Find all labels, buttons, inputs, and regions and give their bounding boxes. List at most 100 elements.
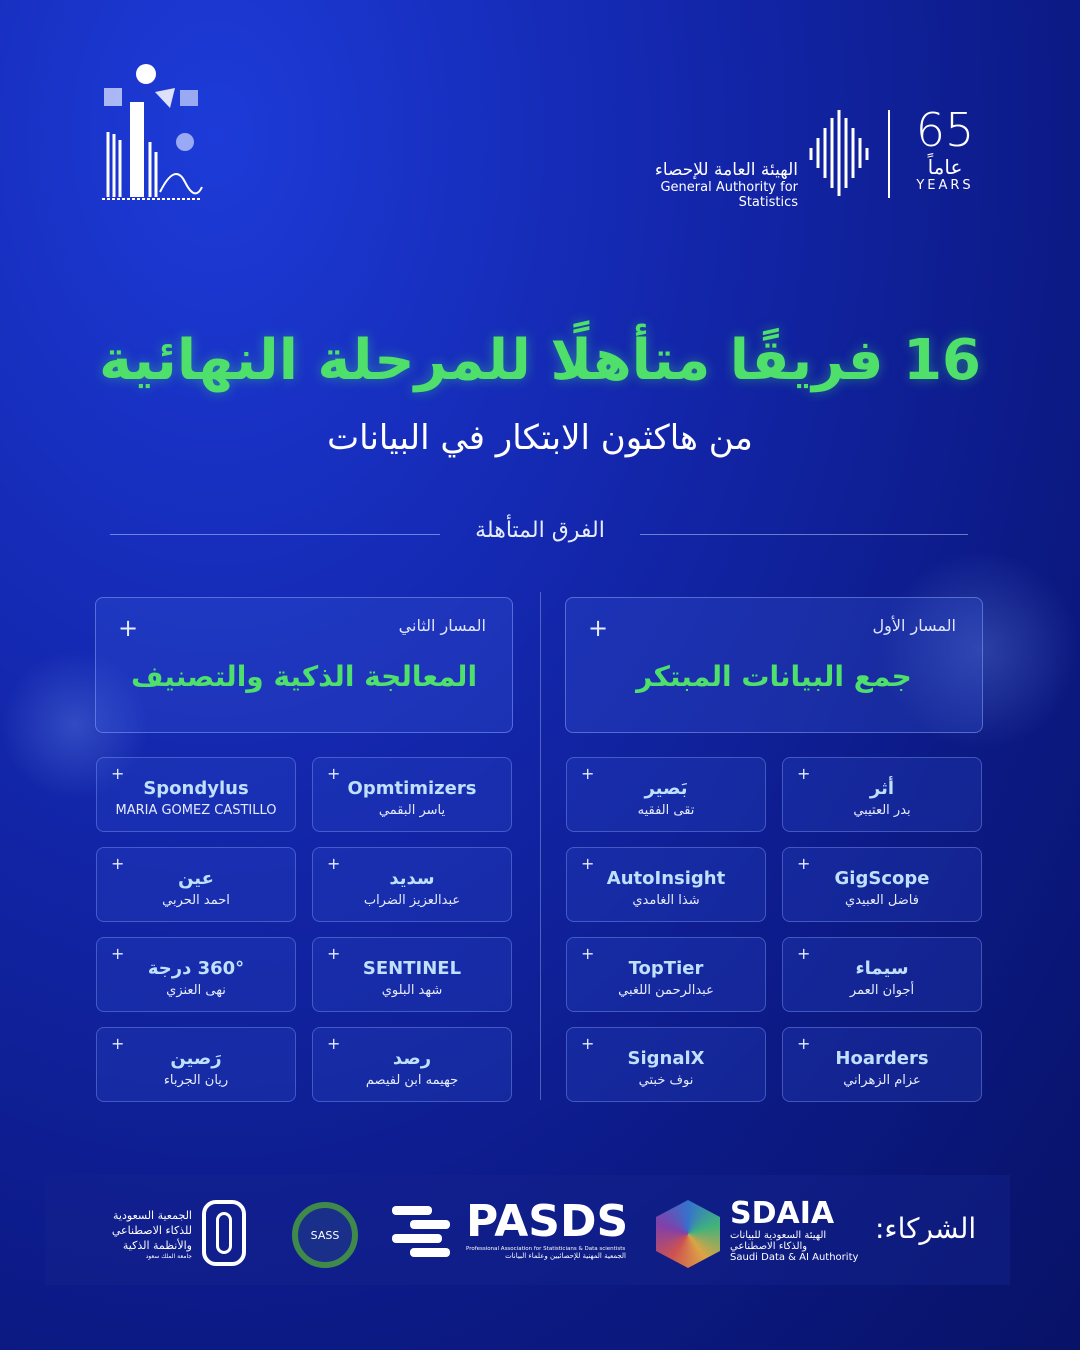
team-card: + عين احمد الحربي — [96, 847, 296, 922]
team-name: SignalX — [627, 1048, 705, 1069]
team-member: شذا الغامدي — [632, 893, 700, 908]
team-member: نوف خبتي — [638, 1073, 694, 1088]
team-member: جهيمه ابن لفيصم — [365, 1073, 459, 1088]
page-title: 16 فريقًا متأهلًا للمرحلة النهائية — [98, 328, 982, 393]
sass-logo: SASS — [292, 1202, 358, 1268]
team-member: ياسر البقمي — [378, 803, 446, 818]
team-name: SENTINEL — [362, 958, 462, 979]
team-card: + GigScope فاضل العبيدي — [782, 847, 982, 922]
team-card: + بَصير تقى الفقيه — [566, 757, 766, 832]
team-member: فاضل العبيدي — [845, 893, 919, 908]
team-name: Opmtimizers — [347, 778, 477, 799]
team-card: + TopTier عبدالرحمن اللغبي — [566, 937, 766, 1012]
header-divider — [888, 110, 890, 198]
plus-icon: + — [581, 854, 595, 873]
decorative-glow — [0, 650, 150, 800]
team-card: + AutoInsight شذا الغامدي — [566, 847, 766, 922]
anniversary-en: YEARS — [916, 178, 974, 193]
team-name: سديد — [389, 868, 435, 889]
team-name: سيماء — [855, 958, 909, 979]
divider-right — [640, 534, 968, 535]
gas-name-en: General Authority for Statistics — [660, 180, 798, 210]
team-card: + Opmtimizers ياسر البقمي — [312, 757, 512, 832]
sdaia-en: Saudi Data & AI Authority — [730, 1252, 859, 1263]
gas-logo-text: الهيئة العامة للإحصاء General Authority … — [600, 160, 798, 210]
team-card: + سديد عبدالعزيز الضراب — [312, 847, 512, 922]
team-member: تقى الفقيه — [637, 803, 695, 818]
plus-icon: + — [111, 764, 125, 783]
track-1-teams: + أثر بدر العتيبي + بَصير تقى الفقيه + Gig… — [566, 757, 982, 1102]
pasds-logo-icon — [392, 1206, 450, 1257]
team-card: + SENTINEL شهد البلوي — [312, 937, 512, 1012]
track-name: المعالجة الذكية والتصنيف — [130, 660, 478, 693]
gas-name-ar: الهيئة العامة للإحصاء — [654, 160, 798, 180]
page-subtitle: من هاكثون الابتكار في البيانات — [327, 418, 753, 458]
team-card: + رَصين ريان الجرباء — [96, 1027, 296, 1102]
track-2-panel: المسار الثاني + المعالجة الذكية والتصنيف — [95, 597, 513, 733]
team-name: AutoInsight — [606, 868, 726, 889]
sdaia-logo-icon — [656, 1200, 720, 1268]
team-member: ريان الجرباء — [163, 1073, 229, 1088]
team-name: عين — [178, 868, 214, 889]
pasds-ar: الجمعية المهنية للإحصائيين وعلماء البيان… — [505, 1252, 626, 1260]
team-member: عزام الزهراني — [843, 1073, 921, 1088]
track-2-teams: + Opmtimizers ياسر البقمي + Spondylus MAR… — [96, 757, 512, 1102]
plus-icon: + — [797, 854, 811, 873]
team-name: GigScope — [834, 868, 930, 889]
plus-icon: + — [111, 944, 125, 963]
team-name: بَصير — [644, 778, 688, 799]
pasds-en: Professional Association for Statisticia… — [466, 1246, 626, 1252]
team-name: Hoarders — [835, 1048, 929, 1069]
plus-icon: + — [327, 1034, 341, 1053]
section-label: الفرق المتأهلة — [475, 518, 605, 543]
plus-icon: + — [327, 854, 341, 873]
plus-icon: + — [581, 764, 595, 783]
team-member: نهى العنزي — [166, 983, 226, 998]
plus-icon: + — [797, 944, 811, 963]
saudi-ai-sub: جامعة الملك سعود — [145, 1253, 192, 1260]
track-label: المسار الأول — [872, 616, 956, 635]
sdaia-ar: الهيئة السعودية للبيانات والذكاء الاصطنا… — [730, 1230, 827, 1252]
team-name: رَصين — [170, 1048, 222, 1069]
plus-icon: + — [797, 764, 811, 783]
team-member: أجوان العمر — [849, 983, 915, 998]
anniversary-ar: عاماً — [927, 155, 963, 179]
divider-left — [110, 534, 440, 535]
track-name: جمع البيانات المبتكر — [636, 660, 912, 693]
pasds-logo: PASDS Professional Association for Stati… — [466, 1198, 628, 1261]
team-card: + Spondylus MARIA GOMEZ CASTILLO — [96, 757, 296, 832]
team-card: + Hoarders عزام الزهراني — [782, 1027, 982, 1102]
team-member: عبدالرحمن اللغبي — [618, 983, 714, 998]
plus-icon: + — [327, 764, 341, 783]
team-member: شهد البلوي — [381, 983, 443, 998]
team-name: Spondylus — [143, 778, 249, 799]
team-card: + 360° درجة نهى العنزي — [96, 937, 296, 1012]
team-card: + SignalX نوف خبتي — [566, 1027, 766, 1102]
team-name: رصد — [392, 1048, 432, 1069]
plus-icon: + — [581, 944, 595, 963]
track-1-panel: المسار الأول + جمع البيانات المبتكر — [565, 597, 983, 733]
team-name: 360° درجة — [147, 958, 245, 979]
team-name: أثر — [869, 778, 895, 799]
saudi-ai-name: الجمعية السعودية للذكاء الاصطناعي والأنظ… — [111, 1209, 192, 1252]
plus-icon: + — [111, 1034, 125, 1053]
plus-icon: + — [118, 614, 139, 642]
team-card: + سيماء أجوان العمر — [782, 937, 982, 1012]
team-name: TopTier — [628, 958, 704, 979]
sdaia-name: SDAIA — [730, 1196, 835, 1231]
plus-icon: + — [111, 854, 125, 873]
gas-emblem-icon — [809, 110, 869, 196]
saudi-ai-logo: الجمعية السعودية للذكاء الاصطناعي والأنظ… — [92, 1208, 192, 1260]
partners-label: الشركاء: — [875, 1212, 977, 1245]
sass-name: SASS — [310, 1228, 340, 1242]
vertical-divider — [540, 592, 541, 1100]
decorative-glow — [880, 550, 1080, 750]
event-logo-icon — [102, 64, 203, 200]
track-label: المسار الثاني — [398, 616, 486, 635]
plus-icon: + — [797, 1034, 811, 1053]
team-card: + أثر بدر العتيبي — [782, 757, 982, 832]
team-member: بدر العتيبي — [853, 803, 911, 818]
plus-icon: + — [327, 944, 341, 963]
team-member: MARIA GOMEZ CASTILLO — [115, 803, 277, 818]
plus-icon: + — [588, 614, 609, 642]
